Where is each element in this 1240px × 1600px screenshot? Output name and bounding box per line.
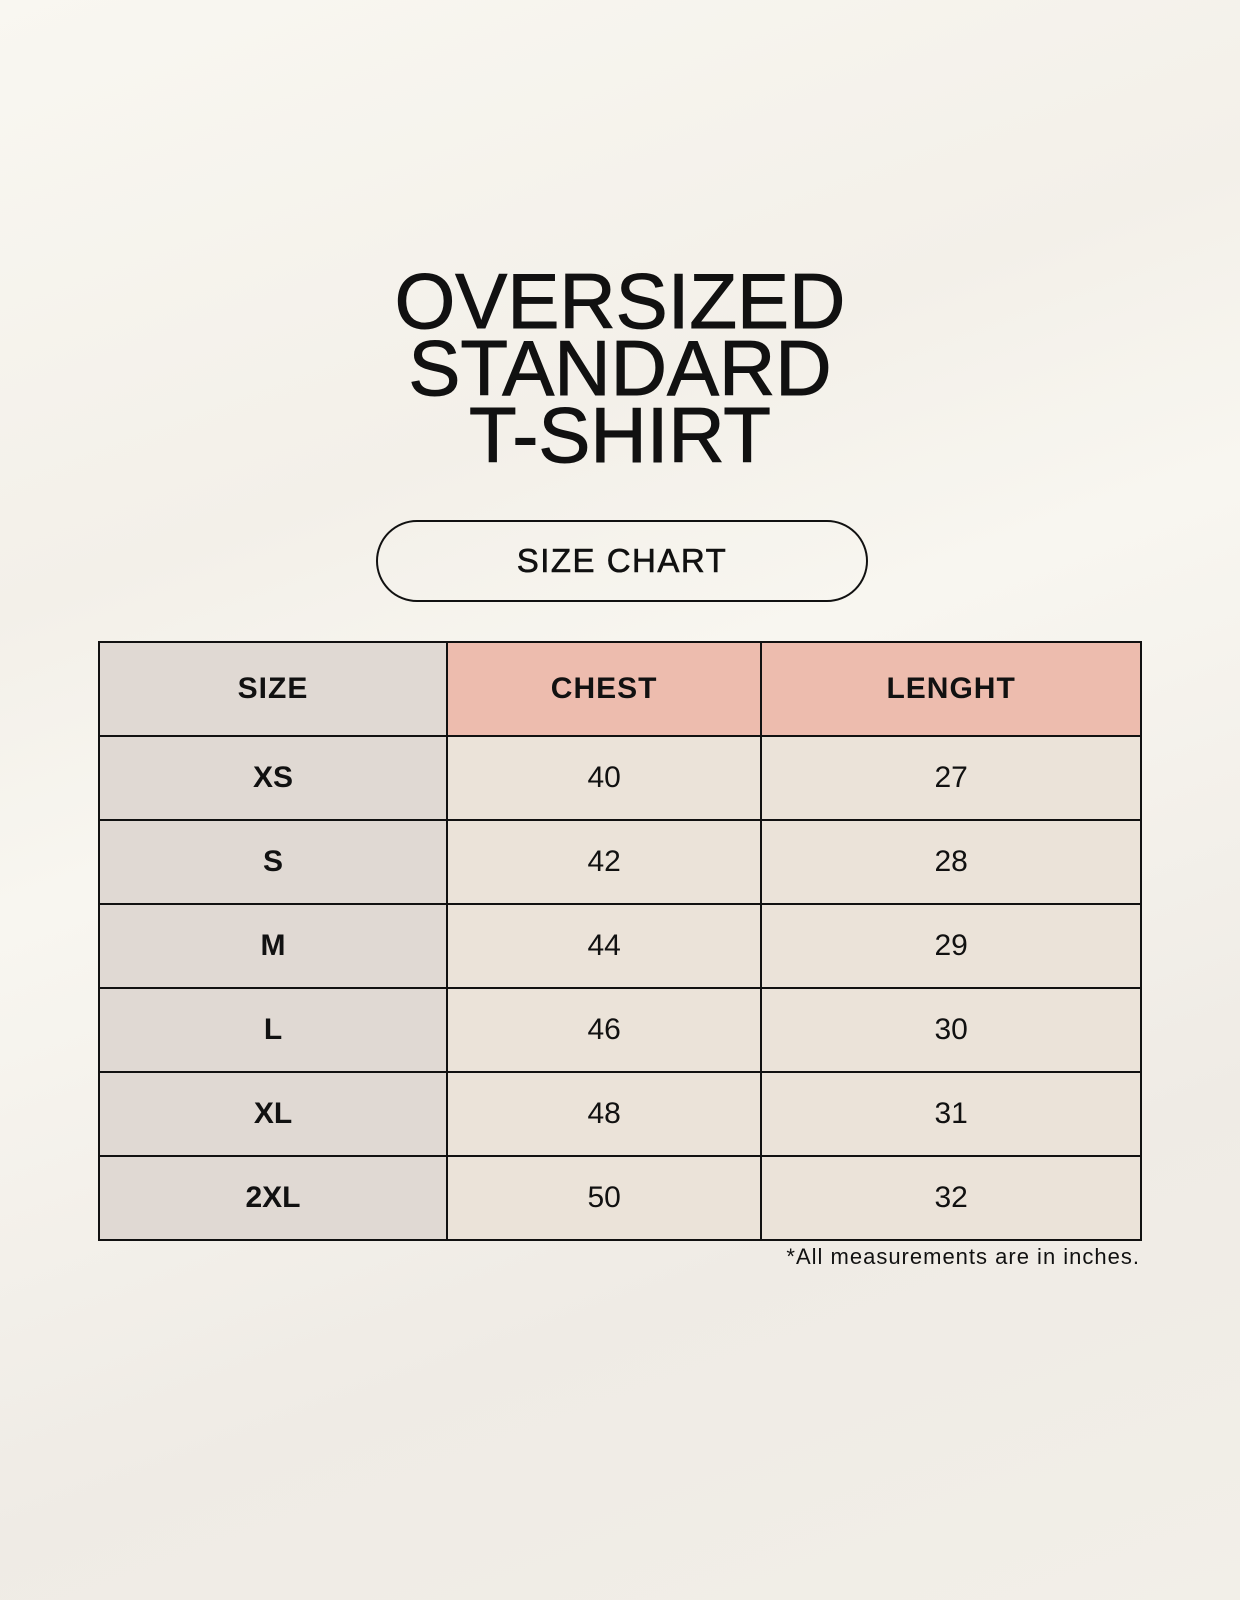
- cell-length: 32: [760, 1155, 1142, 1241]
- table-row: L 46 30: [98, 987, 1142, 1073]
- cell-size: 2XL: [98, 1155, 448, 1241]
- table-header-row: SIZE CHEST LENGHT: [98, 641, 1142, 737]
- title-line: OVERSIZED: [394, 257, 846, 345]
- title-line: T-SHIRT: [469, 391, 772, 479]
- table-row: XL 48 31: [98, 1071, 1142, 1157]
- header-size: SIZE: [98, 641, 448, 737]
- header-length: LENGHT: [760, 641, 1142, 737]
- cell-length: 30: [760, 987, 1142, 1073]
- footnote: *All measurements are in inches.: [786, 1244, 1140, 1269]
- cell-chest: 40: [445, 735, 763, 821]
- table-row: XS 40 27: [98, 735, 1142, 821]
- cell-length: 27: [760, 735, 1142, 821]
- table-row: 2XL 50 32: [98, 1155, 1142, 1241]
- table-row: M 44 29: [98, 903, 1142, 989]
- size-table: SIZE CHEST LENGHT XS 40 27 S 42 28 M 44 29 L 46 30 X…: [98, 641, 1142, 1241]
- cell-size: XS: [98, 735, 448, 821]
- page-title: OVERSIZED STANDARD T-SHIRT: [0, 257, 1240, 479]
- header-chest: CHEST: [445, 641, 763, 737]
- cell-chest: 46: [445, 987, 763, 1073]
- cell-length: 31: [760, 1071, 1142, 1157]
- cell-size: S: [98, 819, 448, 905]
- cell-size: L: [98, 987, 448, 1073]
- cell-size: XL: [98, 1071, 448, 1157]
- cell-length: 29: [760, 903, 1142, 989]
- cell-chest: 50: [445, 1155, 763, 1241]
- size-chart-label: SIZE CHART: [376, 520, 868, 602]
- table-row: S 42 28: [98, 819, 1142, 905]
- cell-chest: 48: [445, 1071, 763, 1157]
- cell-size: M: [98, 903, 448, 989]
- cell-chest: 44: [445, 903, 763, 989]
- cell-length: 28: [760, 819, 1142, 905]
- cell-chest: 42: [445, 819, 763, 905]
- title-line: STANDARD: [408, 324, 832, 412]
